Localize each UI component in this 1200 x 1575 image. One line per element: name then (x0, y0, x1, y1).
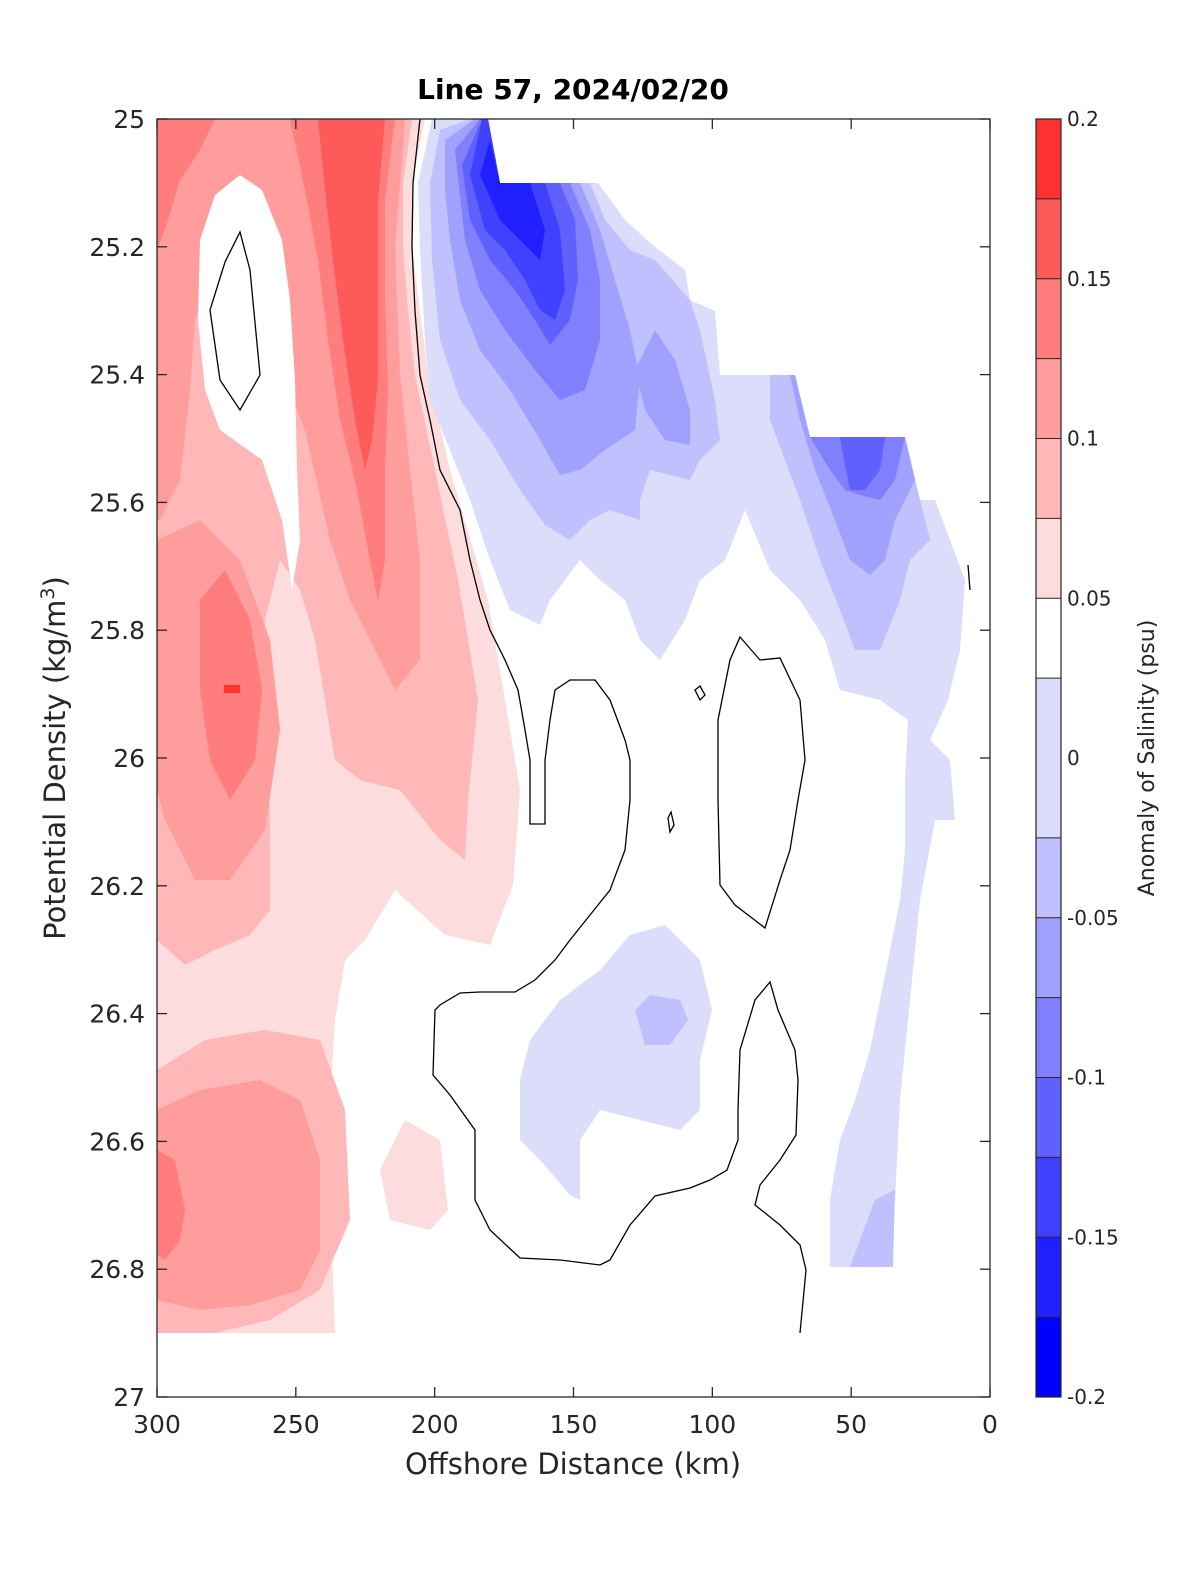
x-tick-label: 100 (688, 1410, 736, 1439)
colorbar-tick-label: 0.1 (1067, 427, 1099, 451)
colorbar-tick-label: 0 (1067, 746, 1080, 770)
pos-region-level-5 (318, 119, 385, 470)
neg-region-level-5b (840, 437, 885, 490)
y-axis-label-superscript: 3 (37, 587, 59, 599)
pos-region-level-3c (157, 1080, 320, 1310)
y-tick-label: 26.2 (89, 872, 145, 901)
x-axis-label: Offshore Distance (km) (405, 1447, 741, 1481)
colorbar-band (1036, 678, 1061, 838)
pos-region-level-1b (380, 1120, 448, 1230)
colorbar-tick-label: -0.05 (1067, 906, 1119, 930)
y-tick-label: 25.6 (89, 488, 145, 517)
x-tick-label: 0 (982, 1410, 998, 1439)
colorbar-band (1036, 518, 1061, 599)
colorbar-band (1036, 598, 1061, 679)
colorbar-tick-label: 0.15 (1067, 267, 1112, 291)
colorbar-band (1036, 1237, 1061, 1318)
y-tick-label: 25.4 (89, 361, 145, 390)
zero-contour-pocket-1 (209, 230, 261, 412)
pos-region-level-4d (157, 1150, 185, 1260)
colorbar-band (1036, 278, 1061, 359)
colorbar-tick-label: -0.2 (1067, 1385, 1106, 1409)
colorbar-band (1036, 1157, 1061, 1238)
y-tick-label: 25.8 (89, 616, 145, 645)
zero-pocket-upper (198, 175, 300, 590)
pos-region-level-4b (157, 119, 215, 250)
neg-region-level-3b (635, 330, 690, 445)
colorbar-tick-label: 0.05 (1067, 586, 1112, 610)
y-tick-label: 25.2 (89, 233, 145, 262)
colorbar-frame (1035, 118, 1062, 1398)
colorbar-band (1036, 198, 1061, 279)
chart-title: Line 57, 2024/02/20 (417, 73, 729, 106)
colorbar-tick-label: -0.1 (1067, 1066, 1106, 1090)
colorbar-bands (1036, 119, 1061, 1397)
colorbar-band (1036, 997, 1061, 1078)
neg-region-level-2d (850, 1190, 895, 1267)
zero-contour-pocket-4 (667, 810, 675, 834)
colorbar-tick-label: -0.15 (1067, 1225, 1119, 1249)
y-tick-label: 27 (113, 1383, 145, 1412)
y-axis-label: Potential Density (kg/m3) (37, 576, 72, 940)
neg-region-level-1b (520, 925, 712, 1200)
y-tick-label: 26.6 (89, 1127, 145, 1156)
neg-region-level-2c (635, 995, 688, 1045)
y-tick-label: 25 (113, 105, 145, 134)
zero-contour-main (411, 119, 807, 1334)
colorbar-tick-label: 0.2 (1067, 107, 1099, 131)
x-tick-label: 50 (835, 1410, 867, 1439)
y-tick-label: 26.8 (89, 1255, 145, 1284)
x-tick-label: 150 (550, 1410, 598, 1439)
y-tick-label: 26.4 (89, 1000, 145, 1029)
zero-contour-pocket-2 (717, 635, 806, 930)
x-tick-label: 250 (272, 1410, 320, 1439)
colorbar-band (1036, 1077, 1061, 1158)
zero-contour-lines (209, 119, 971, 1334)
zero-contour-pocket-3 (694, 685, 706, 702)
colorbar-band (1036, 438, 1061, 519)
colorbar-band (1036, 358, 1061, 439)
x-tick-label: 200 (411, 1410, 459, 1439)
y-tick-label: 26 (113, 744, 145, 773)
colorbar-band (1036, 917, 1061, 998)
zero-contour-edge (967, 564, 971, 591)
colorbar: 0.2 0.15 0.1 0.05 0 -0.05 -0.1 -0.15 -0.2 Anomal… (1035, 107, 1160, 1409)
neg-region-level-7 (480, 140, 545, 260)
x-tick-label: 300 (133, 1410, 181, 1439)
y-axis-label-close: ) (38, 576, 72, 587)
pos-region-level-6 (224, 685, 240, 693)
colorbar-ticks: 0.2 0.15 0.1 0.05 0 -0.05 -0.1 -0.15 -0.2 (1067, 107, 1119, 1409)
plot-area (157, 119, 990, 1397)
y-axis-label-main: Potential Density (kg/m (38, 600, 72, 940)
x-axis: 300 250 200 150 100 50 0 (133, 119, 998, 1439)
colorbar-band (1036, 119, 1061, 199)
filled-contour-regions (157, 119, 965, 1333)
colorbar-band (1036, 1317, 1061, 1397)
colorbar-band (1036, 837, 1061, 918)
y-axis: 25 25.2 25.4 25.6 25.8 26 26.2 26.4 26.6 26.8 27 (89, 105, 990, 1412)
colorbar-label: Anomaly of Salinity (psu) (1135, 620, 1160, 897)
